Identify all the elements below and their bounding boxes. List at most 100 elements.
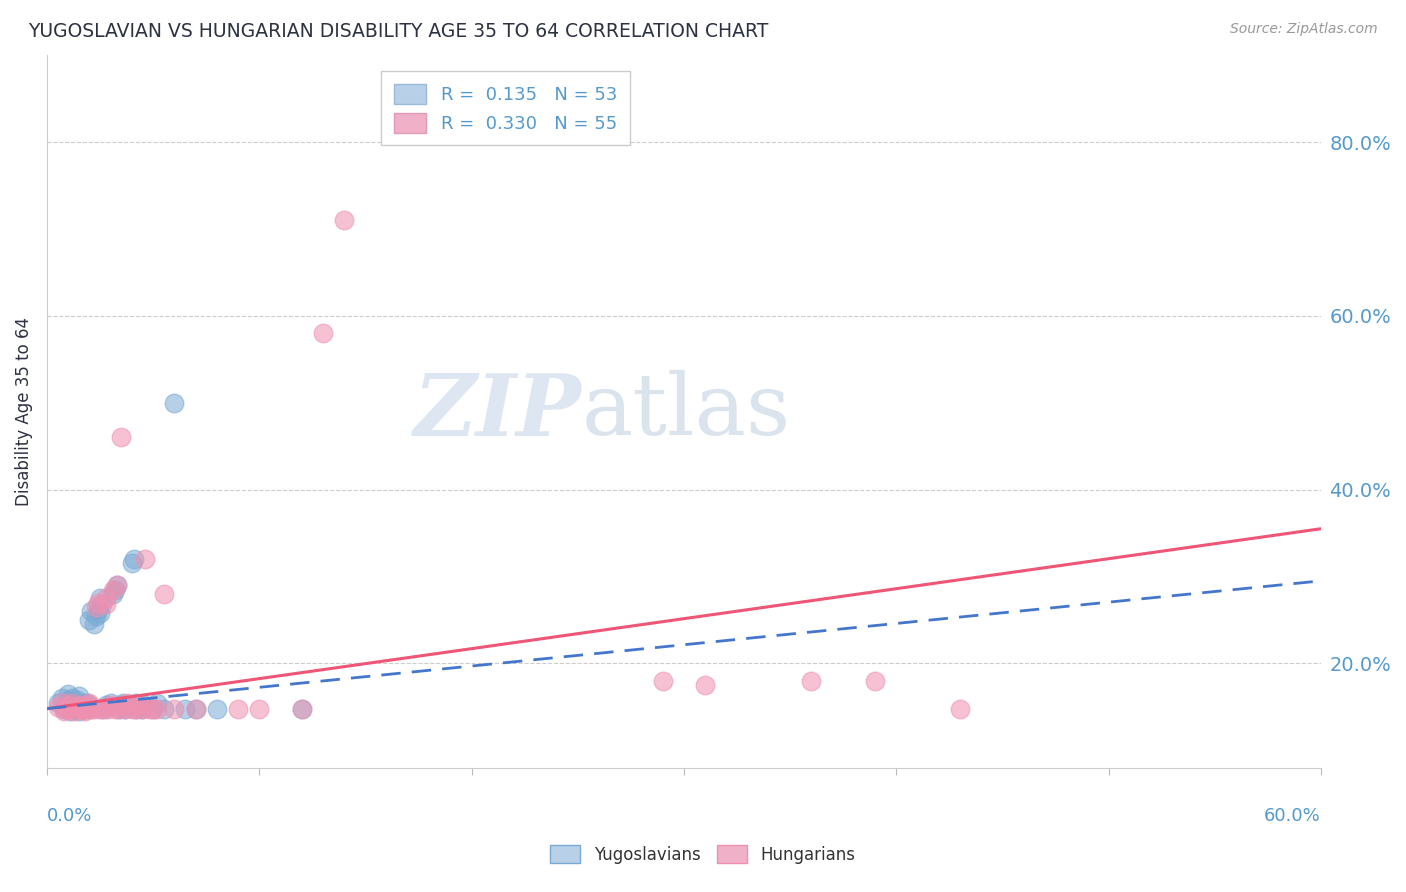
Point [84, 599, 107, 614]
Point [52, 701, 75, 715]
Point [55, 701, 77, 715]
Point [134, 552, 156, 566]
Legend: Yugoslavians, Hungarians: Yugoslavians, Hungarians [544, 838, 862, 871]
Point [117, 698, 139, 713]
Point [134, 698, 156, 713]
Point [72, 701, 94, 715]
Point [60, 696, 83, 710]
Point [59, 701, 82, 715]
Point [60, 696, 83, 710]
Point [51, 691, 73, 706]
Point [651, 673, 673, 688]
Point [84, 608, 107, 623]
Point [79, 698, 101, 713]
Point [101, 587, 124, 601]
Point [87, 602, 110, 616]
Text: YUGOSLAVIAN VS HUNGARIAN DISABILITY AGE 35 TO 64 CORRELATION CHART: YUGOSLAVIAN VS HUNGARIAN DISABILITY AGE … [28, 22, 769, 41]
Text: Source: ZipAtlas.com: Source: ZipAtlas.com [1230, 22, 1378, 37]
Point [83, 701, 105, 715]
Point [80, 604, 103, 618]
Point [79, 696, 101, 710]
Point [75, 701, 97, 715]
Text: 60.0%: 60.0% [1264, 807, 1320, 825]
Point [76, 701, 98, 715]
Point [91, 701, 114, 715]
Point [163, 701, 186, 715]
Point [184, 701, 207, 715]
Point [100, 696, 122, 710]
Point [52, 704, 75, 718]
Point [122, 552, 145, 566]
Point [70, 698, 93, 713]
Point [174, 701, 197, 715]
Point [60, 691, 83, 706]
Point [93, 701, 115, 715]
Point [80, 701, 103, 715]
Point [184, 701, 207, 715]
Point [110, 698, 132, 713]
Point [87, 596, 110, 610]
Point [114, 701, 136, 715]
Point [79, 613, 101, 627]
Point [121, 701, 143, 715]
Point [59, 704, 82, 718]
Legend: R =  0.135   N = 53, R =  0.330   N = 55: R = 0.135 N = 53, R = 0.330 N = 55 [381, 71, 630, 145]
Point [104, 701, 127, 715]
Point [800, 673, 823, 688]
Point [125, 696, 148, 710]
Point [72, 696, 94, 710]
Point [112, 698, 135, 713]
Point [114, 701, 136, 715]
Point [131, 701, 153, 715]
Point [101, 582, 124, 597]
Point [91, 598, 114, 612]
Point [55, 698, 77, 713]
Point [76, 696, 98, 710]
Point [67, 701, 90, 715]
Point [312, 326, 335, 341]
Point [291, 701, 314, 715]
Point [127, 698, 149, 713]
Point [56, 687, 79, 701]
Point [97, 701, 120, 715]
Point [46, 699, 69, 714]
Point [112, 696, 135, 710]
Point [949, 701, 972, 715]
Point [125, 701, 148, 715]
Point [226, 701, 249, 715]
Point [63, 698, 86, 713]
Point [46, 696, 69, 710]
Text: 0.0%: 0.0% [46, 807, 93, 825]
Point [83, 617, 105, 632]
Point [121, 557, 143, 571]
Point [104, 582, 127, 597]
Point [65, 693, 87, 707]
Point [96, 598, 118, 612]
Point [105, 578, 128, 592]
Point [333, 213, 356, 227]
Point [70, 698, 93, 713]
Point [138, 701, 160, 715]
Text: ZIP: ZIP [415, 369, 582, 453]
Point [117, 696, 139, 710]
Point [89, 701, 111, 715]
Point [67, 690, 90, 704]
Point [127, 698, 149, 713]
Point [63, 704, 86, 718]
Point [59, 699, 82, 714]
Text: atlas: atlas [582, 370, 792, 453]
Point [108, 701, 131, 715]
Point [67, 704, 90, 718]
Point [291, 701, 314, 715]
Point [863, 673, 886, 688]
Point [96, 698, 118, 713]
Point [146, 701, 169, 715]
Point [75, 704, 97, 718]
Point [51, 696, 73, 710]
Y-axis label: Disability Age 35 to 64: Disability Age 35 to 64 [15, 317, 32, 506]
Point [152, 701, 174, 715]
Point [131, 701, 153, 715]
Point [108, 701, 131, 715]
Point [163, 395, 186, 409]
Point [142, 701, 165, 715]
